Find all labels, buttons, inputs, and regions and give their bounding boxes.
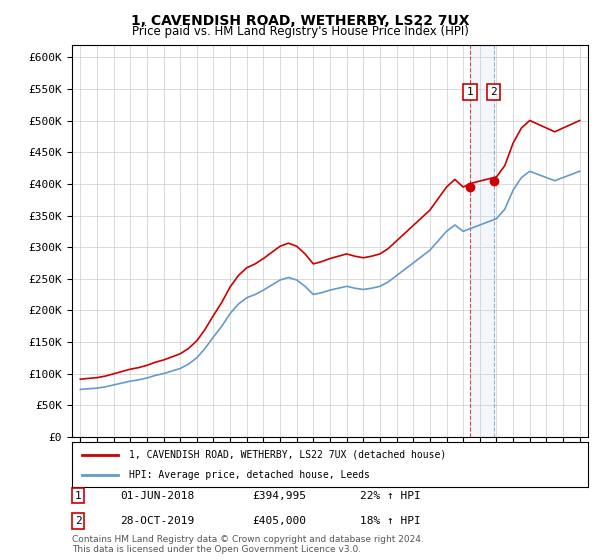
- Text: 22% ↑ HPI: 22% ↑ HPI: [360, 491, 421, 501]
- Text: HPI: Average price, detached house, Leeds: HPI: Average price, detached house, Leed…: [129, 470, 370, 480]
- Text: 1, CAVENDISH ROAD, WETHERBY, LS22 7UX: 1, CAVENDISH ROAD, WETHERBY, LS22 7UX: [131, 14, 469, 28]
- Text: Price paid vs. HM Land Registry's House Price Index (HPI): Price paid vs. HM Land Registry's House …: [131, 25, 469, 38]
- Text: 1: 1: [467, 87, 473, 97]
- Text: Contains HM Land Registry data © Crown copyright and database right 2024.
This d: Contains HM Land Registry data © Crown c…: [72, 535, 424, 554]
- Text: 28-OCT-2019: 28-OCT-2019: [120, 516, 194, 526]
- Text: 1: 1: [74, 491, 82, 501]
- Text: 1, CAVENDISH ROAD, WETHERBY, LS22 7UX (detached house): 1, CAVENDISH ROAD, WETHERBY, LS22 7UX (d…: [129, 450, 446, 460]
- Text: 01-JUN-2018: 01-JUN-2018: [120, 491, 194, 501]
- Text: 2: 2: [490, 87, 497, 97]
- Text: 18% ↑ HPI: 18% ↑ HPI: [360, 516, 421, 526]
- Text: £405,000: £405,000: [252, 516, 306, 526]
- Bar: [470, 45, 494, 437]
- Text: £394,995: £394,995: [252, 491, 306, 501]
- Text: 2: 2: [74, 516, 82, 526]
